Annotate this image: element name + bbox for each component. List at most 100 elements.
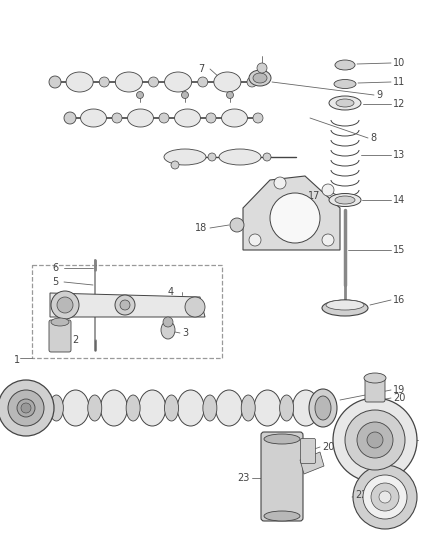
Ellipse shape — [215, 390, 243, 426]
Text: 22: 22 — [355, 490, 367, 500]
Ellipse shape — [219, 149, 261, 165]
Ellipse shape — [335, 60, 355, 70]
Circle shape — [322, 184, 334, 196]
Ellipse shape — [66, 72, 93, 92]
Circle shape — [8, 390, 44, 426]
Circle shape — [99, 77, 109, 87]
Circle shape — [367, 432, 383, 448]
Circle shape — [198, 77, 208, 87]
Ellipse shape — [100, 390, 127, 426]
FancyBboxPatch shape — [261, 432, 303, 521]
Text: 12: 12 — [393, 99, 406, 109]
Circle shape — [247, 77, 257, 87]
Ellipse shape — [329, 96, 361, 110]
Ellipse shape — [161, 321, 175, 339]
Circle shape — [257, 63, 267, 73]
Circle shape — [115, 295, 135, 315]
Circle shape — [185, 297, 205, 317]
Circle shape — [159, 113, 169, 123]
Circle shape — [0, 380, 54, 436]
Text: 10: 10 — [393, 58, 405, 68]
Bar — [32, 265, 222, 358]
Circle shape — [120, 300, 130, 310]
FancyBboxPatch shape — [365, 376, 385, 402]
Text: 17: 17 — [308, 191, 320, 201]
Ellipse shape — [293, 390, 319, 426]
Text: 6: 6 — [52, 263, 58, 273]
Circle shape — [263, 153, 271, 161]
Circle shape — [345, 410, 405, 470]
Text: 5: 5 — [52, 277, 58, 287]
FancyBboxPatch shape — [300, 439, 315, 464]
Polygon shape — [50, 293, 205, 317]
Ellipse shape — [309, 389, 337, 427]
Ellipse shape — [334, 79, 356, 88]
Text: 11: 11 — [393, 77, 405, 87]
Ellipse shape — [326, 300, 364, 310]
Ellipse shape — [175, 109, 201, 127]
Ellipse shape — [279, 395, 293, 421]
Ellipse shape — [177, 390, 204, 426]
Text: 18: 18 — [195, 223, 207, 233]
Ellipse shape — [165, 395, 179, 421]
Circle shape — [379, 491, 391, 503]
Circle shape — [49, 76, 61, 88]
Circle shape — [353, 465, 417, 529]
Ellipse shape — [49, 395, 64, 421]
Circle shape — [363, 475, 407, 519]
Ellipse shape — [62, 390, 89, 426]
Circle shape — [57, 297, 73, 313]
Circle shape — [181, 92, 188, 99]
Text: 15: 15 — [393, 245, 406, 255]
Ellipse shape — [241, 395, 255, 421]
Ellipse shape — [253, 73, 267, 83]
FancyBboxPatch shape — [49, 320, 71, 352]
Text: 20: 20 — [393, 393, 406, 403]
Ellipse shape — [364, 373, 386, 383]
Ellipse shape — [264, 511, 300, 521]
Text: 23: 23 — [237, 473, 249, 483]
Text: 2: 2 — [72, 335, 78, 345]
Text: 8: 8 — [370, 133, 376, 143]
Circle shape — [137, 92, 144, 99]
Ellipse shape — [81, 109, 106, 127]
Ellipse shape — [264, 434, 300, 444]
Ellipse shape — [329, 193, 361, 206]
Ellipse shape — [139, 390, 166, 426]
Circle shape — [274, 177, 286, 189]
Ellipse shape — [51, 318, 69, 326]
Ellipse shape — [164, 149, 206, 165]
Text: 19: 19 — [393, 385, 405, 395]
Ellipse shape — [214, 72, 241, 92]
Ellipse shape — [24, 390, 51, 426]
Circle shape — [148, 77, 159, 87]
Circle shape — [171, 161, 179, 169]
Ellipse shape — [88, 395, 102, 421]
Text: 16: 16 — [393, 295, 405, 305]
Circle shape — [163, 317, 173, 327]
Ellipse shape — [222, 109, 247, 127]
Circle shape — [230, 218, 244, 232]
Text: 9: 9 — [376, 90, 382, 100]
Circle shape — [17, 399, 35, 417]
Circle shape — [208, 153, 216, 161]
Circle shape — [249, 234, 261, 246]
Text: 21: 21 — [393, 435, 406, 445]
Text: 13: 13 — [393, 150, 405, 160]
Circle shape — [21, 403, 31, 413]
Text: 14: 14 — [393, 195, 405, 205]
Circle shape — [51, 291, 79, 319]
Circle shape — [371, 483, 399, 511]
Text: 1: 1 — [14, 355, 20, 365]
Polygon shape — [300, 452, 324, 474]
Circle shape — [206, 113, 216, 123]
Text: 4: 4 — [168, 287, 174, 297]
Ellipse shape — [115, 72, 142, 92]
Circle shape — [112, 113, 122, 123]
Ellipse shape — [336, 99, 354, 107]
Circle shape — [64, 112, 76, 124]
Ellipse shape — [315, 396, 331, 420]
Ellipse shape — [322, 300, 368, 316]
Ellipse shape — [127, 109, 153, 127]
Text: 3: 3 — [182, 328, 188, 338]
